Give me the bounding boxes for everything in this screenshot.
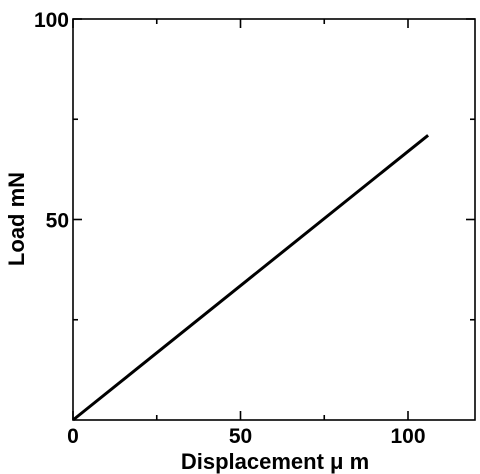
y-axis-label: Load mN [4, 172, 29, 266]
axis-ticks [72, 18, 475, 420]
tick-labels: 0 50 100 50 100 [34, 9, 426, 448]
y-tick-label: 50 [46, 210, 69, 233]
plot-frame [72, 18, 476, 421]
series-layer [72, 134, 430, 422]
y-tick-label: 100 [34, 9, 69, 32]
x-tick-label: 50 [229, 425, 252, 448]
series-line-1 [72, 134, 430, 422]
x-axis-label: Displacement μ m [181, 449, 369, 474]
x-tick-label: 0 [67, 425, 79, 448]
x-tick-label: 100 [390, 425, 425, 448]
